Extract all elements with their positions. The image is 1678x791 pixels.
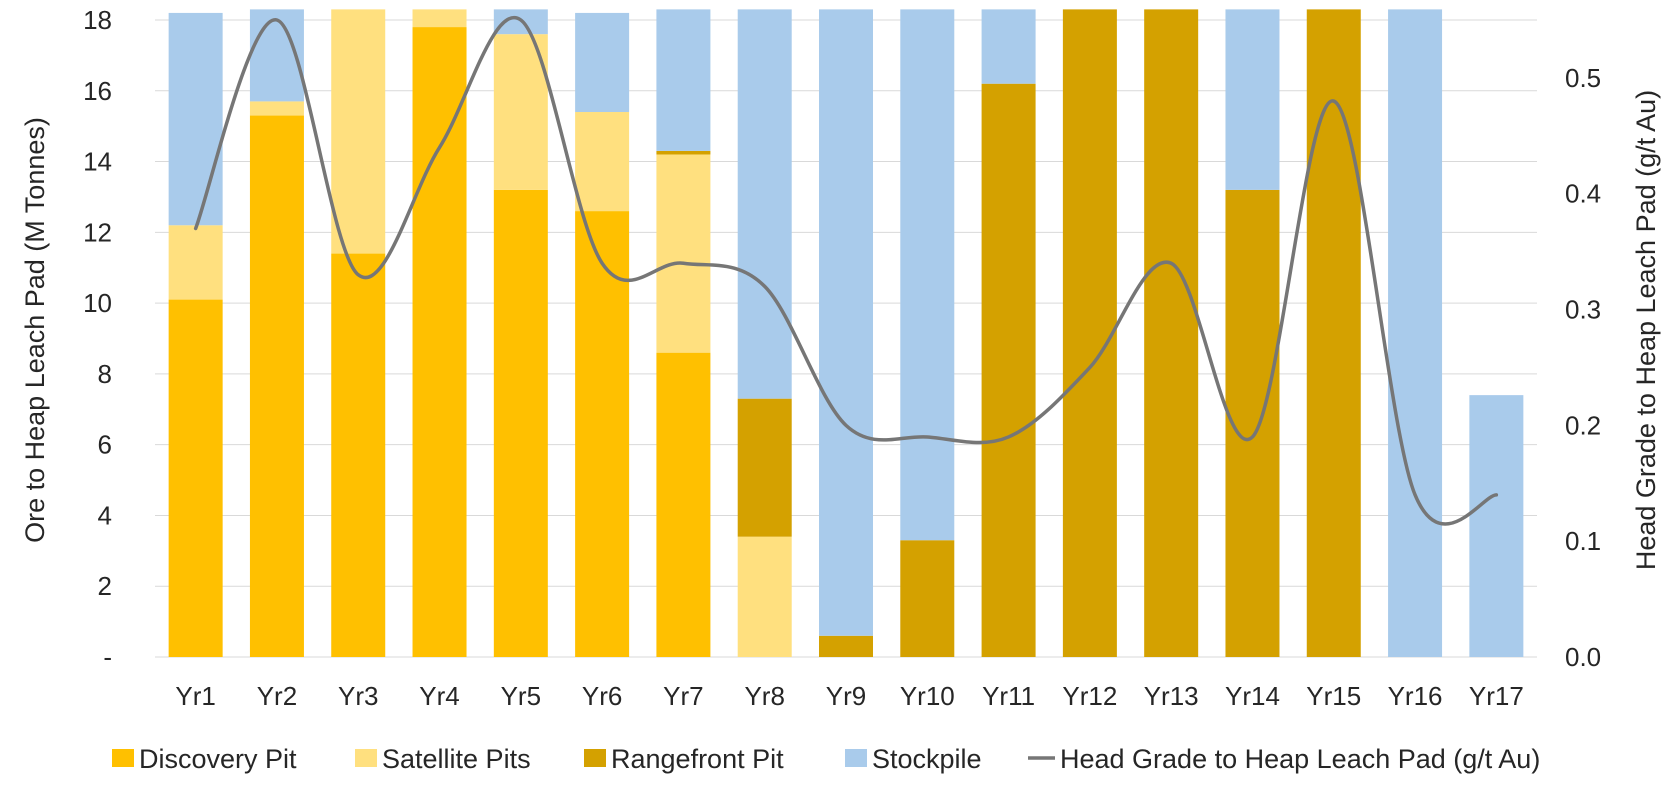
category-tick-label: Yr2 xyxy=(257,681,297,711)
left-axis-tick-label: 18 xyxy=(83,5,112,35)
bar-segment-satellite-pits xyxy=(249,101,304,116)
left-axis-tick-label: 4 xyxy=(98,500,112,530)
right-axis-tick-label: 0.4 xyxy=(1565,179,1601,209)
bar-segment-satellite-pits xyxy=(575,112,630,212)
left-axis-tick-label: 8 xyxy=(98,359,112,389)
bar-segment-stockpile xyxy=(656,9,711,151)
bar-segment-discovery-pit xyxy=(249,115,304,658)
bar-segment-satellite-pits xyxy=(493,34,548,190)
right-axis-tick-label: 0.1 xyxy=(1565,526,1601,556)
category-tick-label: Yr4 xyxy=(419,681,459,711)
legend-swatch-discovery-pit xyxy=(112,749,134,767)
bar-segment-stockpile xyxy=(1388,9,1443,657)
grade-line-layer xyxy=(193,15,1499,526)
bar-segment-stockpile xyxy=(168,12,223,226)
bar-segment-rangefront-pit xyxy=(1062,9,1117,657)
bar-segment-stockpile xyxy=(575,12,630,113)
left-axis-title: Ore to Heap Leach Pad (M Tonnes) xyxy=(20,117,50,543)
legend-label: Discovery Pit xyxy=(139,744,297,774)
head-grade-line xyxy=(193,15,1499,526)
right-axis-tick-label: 0.3 xyxy=(1565,295,1601,325)
bar-segment-stockpile xyxy=(981,9,1036,84)
left-axis-tick-label: 12 xyxy=(83,217,112,247)
category-tick-label: Yr1 xyxy=(175,681,215,711)
bar-segment-stockpile xyxy=(900,9,955,541)
legend-swatch-stockpile xyxy=(845,749,867,767)
category-tick-label: Yr3 xyxy=(338,681,378,711)
bar-segment-stockpile xyxy=(1469,395,1524,657)
category-axis-ticks: Yr1 Yr2 Yr3 Yr4 Yr5 Yr6 Yr7 Yr8 Yr9 Yr10 Yr11 Yr12 Y… xyxy=(175,681,1523,711)
left-axis-tick-label: 14 xyxy=(83,147,112,177)
legend-label: Head Grade to Heap Leach Pad (g/t Au) xyxy=(1060,744,1540,774)
right-axis-title: Head Grade to Heap Leach Pad (g/t Au) xyxy=(1631,90,1661,570)
legend: Discovery Pit Satellite Pits Rangefront Pi… xyxy=(112,744,1540,774)
right-axis-tick-label: 0.5 xyxy=(1565,63,1601,93)
category-tick-label: Yr9 xyxy=(826,681,866,711)
legend-label: Satellite Pits xyxy=(382,744,531,774)
left-axis-tick-label: 2 xyxy=(98,571,112,601)
right-axis-tick-label: 0.2 xyxy=(1565,410,1601,440)
right-axis-tick-label: 0.0 xyxy=(1565,642,1601,672)
category-tick-label: Yr17 xyxy=(1469,681,1524,711)
bar-segment-satellite-pits xyxy=(412,9,467,28)
category-tick-label: Yr11 xyxy=(982,681,1035,711)
bar-segment-discovery-pit xyxy=(331,253,386,658)
bar-segment-rangefront-pit xyxy=(737,398,792,537)
bar-segment-stockpile xyxy=(1225,9,1280,190)
legend-swatch-satellite-pits xyxy=(355,749,377,767)
left-axis-tick-label: - xyxy=(103,642,112,672)
left-axis-tick-label: 10 xyxy=(83,288,112,318)
left-axis-tick-label: 16 xyxy=(83,76,112,106)
category-tick-label: Yr15 xyxy=(1306,681,1361,711)
bar-segment-discovery-pit xyxy=(656,352,711,657)
category-tick-label: Yr16 xyxy=(1388,681,1443,711)
bar-segment-satellite-pits xyxy=(737,536,792,657)
category-tick-label: Yr5 xyxy=(501,681,541,711)
bar-segment-rangefront-pit xyxy=(900,540,955,657)
bar-segment-rangefront-pit xyxy=(656,150,711,155)
category-tick-label: Yr14 xyxy=(1225,681,1280,711)
bar-segment-stockpile xyxy=(737,9,792,399)
legend-swatch-rangefront-pit xyxy=(584,749,606,767)
bar-segment-rangefront-pit xyxy=(1225,189,1280,657)
bar-segment-rangefront-pit xyxy=(1306,9,1361,657)
bar-segment-discovery-pit xyxy=(168,299,223,657)
category-tick-label: Yr10 xyxy=(900,681,955,711)
left-axis-ticks: - 2 4 6 8 10 12 14 16 18 xyxy=(83,5,112,672)
legend-label: Rangefront Pit xyxy=(611,744,784,774)
bar-segment-discovery-pit xyxy=(412,27,467,658)
bar-segment-satellite-pits xyxy=(656,154,711,353)
left-axis-tick-label: 6 xyxy=(98,430,112,460)
category-tick-label: Yr8 xyxy=(744,681,784,711)
bar-segment-satellite-pits xyxy=(168,225,223,300)
category-tick-label: Yr7 xyxy=(663,681,703,711)
bar-segment-rangefront-pit xyxy=(981,83,1036,657)
bar-segment-discovery-pit xyxy=(493,189,548,657)
bar-segment-discovery-pit xyxy=(575,211,630,657)
category-tick-label: Yr6 xyxy=(582,681,622,711)
bar-segment-rangefront-pit xyxy=(819,635,873,657)
bars xyxy=(168,9,1524,658)
bar-segment-rangefront-pit xyxy=(1144,9,1199,657)
right-axis-ticks: 0.0 0.1 0.2 0.3 0.4 0.5 xyxy=(1565,63,1601,672)
category-tick-label: Yr13 xyxy=(1144,681,1199,711)
category-tick-label: Yr12 xyxy=(1062,681,1117,711)
bar-segment-stockpile xyxy=(819,9,873,636)
bar-segment-satellite-pits xyxy=(331,9,386,254)
legend-label: Stockpile xyxy=(872,744,982,774)
